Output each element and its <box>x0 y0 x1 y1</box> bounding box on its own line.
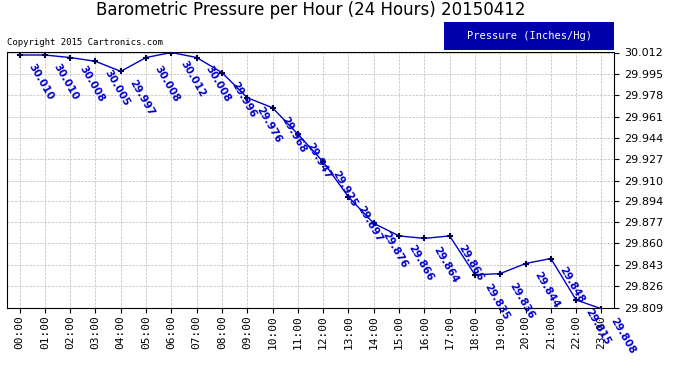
Text: 29.864: 29.864 <box>431 245 460 285</box>
Text: 30.010: 30.010 <box>26 62 55 102</box>
Text: 29.866: 29.866 <box>406 243 435 283</box>
Text: 29.996: 29.996 <box>229 80 257 119</box>
Text: 29.876: 29.876 <box>381 230 409 270</box>
Text: 30.008: 30.008 <box>204 64 233 104</box>
Title: Barometric Pressure per Hour (24 Hours) 20150412: Barometric Pressure per Hour (24 Hours) … <box>96 1 525 19</box>
Text: 30.008: 30.008 <box>153 64 181 104</box>
Text: 29.835: 29.835 <box>482 282 511 321</box>
Text: 29.836: 29.836 <box>507 280 536 320</box>
Text: 30.008: 30.008 <box>77 64 106 104</box>
Text: 30.010: 30.010 <box>52 62 81 102</box>
Text: 30.005: 30.005 <box>102 68 131 108</box>
Text: 29.968: 29.968 <box>279 115 308 154</box>
Text: 29.808: 29.808 <box>609 316 637 356</box>
Text: 29.976: 29.976 <box>254 105 283 144</box>
Text: 29.815: 29.815 <box>583 307 612 347</box>
Text: 29.925: 29.925 <box>330 169 359 208</box>
Text: 29.897: 29.897 <box>355 204 384 244</box>
Text: Copyright 2015 Cartronics.com: Copyright 2015 Cartronics.com <box>7 38 163 47</box>
Text: 29.866: 29.866 <box>457 243 485 283</box>
Text: 30.012: 30.012 <box>178 60 207 99</box>
Text: 29.947: 29.947 <box>305 141 333 181</box>
Text: 29.997: 29.997 <box>128 78 157 118</box>
Text: 29.848: 29.848 <box>558 266 586 305</box>
Text: 29.844: 29.844 <box>533 270 562 310</box>
